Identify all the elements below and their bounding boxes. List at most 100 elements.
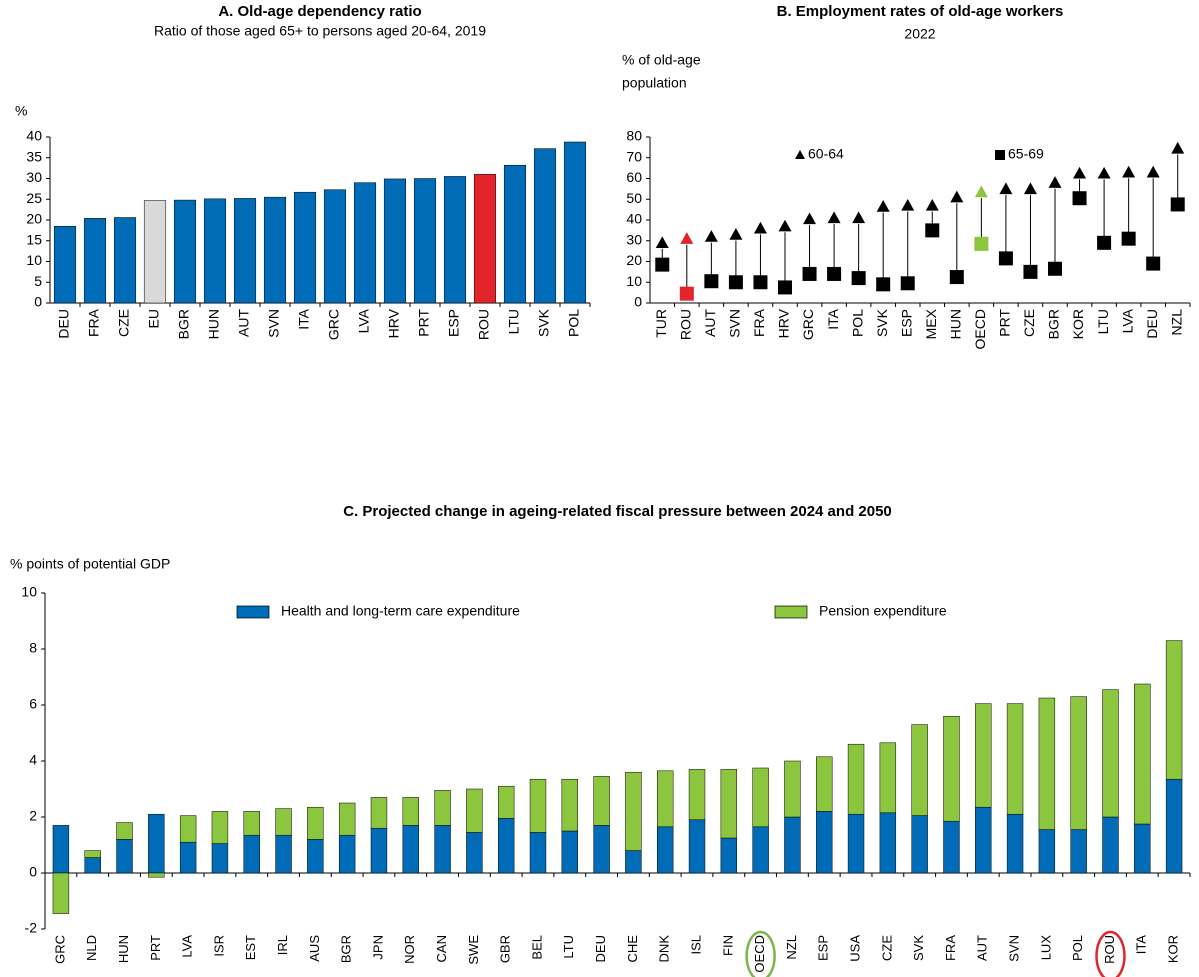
bar-segment xyxy=(593,776,610,826)
bar-segment xyxy=(1070,696,1087,830)
bar xyxy=(173,199,197,304)
bar-segment xyxy=(211,811,229,844)
x-tick-label: TUR xyxy=(653,309,669,338)
marker-square xyxy=(1072,191,1087,206)
x-tick-label: ISL xyxy=(688,935,703,955)
bar-segment xyxy=(1070,829,1087,874)
x-tick-label: ISR xyxy=(211,935,226,957)
x-tick-label: KOR xyxy=(1070,309,1086,339)
x-tick-label: CAN xyxy=(434,935,449,962)
marker-triangle xyxy=(974,185,988,198)
x-tick-label: POL xyxy=(1070,935,1085,961)
marker-triangle xyxy=(655,236,669,249)
chart-subtitle: 2022 xyxy=(904,26,935,42)
y-tick-label: 80 xyxy=(626,128,642,144)
bar-segment xyxy=(1134,823,1151,874)
bar-segment xyxy=(561,830,578,874)
y-tick-label: 25 xyxy=(26,190,42,206)
x-tick-label: AUT xyxy=(236,309,252,337)
marker-square xyxy=(1170,197,1185,212)
y-tick-label: -2 xyxy=(25,920,38,936)
bar-segment xyxy=(370,797,388,829)
x-tick-label: CZE xyxy=(879,935,894,961)
y-axis-label: % of old-age xyxy=(622,52,701,68)
bar-segment xyxy=(943,715,960,822)
marker-triangle xyxy=(1122,165,1136,178)
bar-segment xyxy=(847,813,865,874)
y-tick-label: 15 xyxy=(26,231,42,247)
y-tick-label: 60 xyxy=(626,169,642,185)
bar-segment xyxy=(1006,703,1024,815)
marker-triangle xyxy=(925,198,939,211)
bar-segment xyxy=(497,785,515,819)
bar-segment xyxy=(943,820,960,874)
x-tick-label: NOR xyxy=(402,935,417,964)
bar-segment xyxy=(434,790,451,826)
bar-segment xyxy=(975,703,992,808)
y-tick-label: 20 xyxy=(26,211,42,227)
y-tick-label: 8 xyxy=(29,640,37,656)
x-tick-label: DNK xyxy=(657,935,672,963)
bar-segment xyxy=(529,778,547,833)
y-tick-label: 40 xyxy=(626,211,642,227)
highlight-circle xyxy=(1095,930,1126,977)
x-tick-label: EST xyxy=(243,935,258,960)
marker-square xyxy=(728,275,743,290)
bar-segment xyxy=(84,857,101,874)
bar-segment xyxy=(752,767,769,828)
bar-segment xyxy=(116,822,133,840)
x-tick-label: GRC xyxy=(52,935,67,964)
x-tick-label: ITA xyxy=(1134,935,1149,955)
bar-segment xyxy=(1102,689,1119,818)
bar-segment xyxy=(529,832,547,874)
bar-segment xyxy=(275,808,292,836)
bar-segment xyxy=(816,756,833,812)
bar-segment xyxy=(402,797,419,826)
chart-title: B. Employment rates of old-age workers xyxy=(777,3,1064,20)
marker-square xyxy=(925,223,940,238)
x-tick-label: DEU xyxy=(56,309,72,339)
chart-title: A. Old-age dependency ratio xyxy=(218,3,421,20)
bar-segment xyxy=(243,834,260,874)
marker-square xyxy=(827,266,842,281)
y-tick-label: 0 xyxy=(29,864,37,880)
bar xyxy=(473,174,497,304)
x-tick-label: ESP xyxy=(816,935,831,961)
marker-triangle xyxy=(704,230,718,242)
marker-triangle xyxy=(803,212,817,225)
x-tick-label: HRV xyxy=(776,308,792,338)
x-tick-label: CZE xyxy=(116,309,132,337)
legend-label: 60-64 xyxy=(808,146,844,162)
bar-segment xyxy=(1038,697,1056,830)
x-tick-label: AUT xyxy=(702,309,718,337)
x-tick-label: ESP xyxy=(446,309,462,337)
y-axis-label: % xyxy=(15,103,27,119)
y-tick-label: 30 xyxy=(26,169,42,185)
bar-segment xyxy=(911,724,928,816)
x-tick-label: DEU xyxy=(1144,309,1160,339)
y-tick-label: 10 xyxy=(26,252,42,268)
x-tick-label: BGR xyxy=(339,935,354,963)
bar-segment xyxy=(784,816,801,874)
marker-square xyxy=(876,277,891,292)
legend-label: 65-69 xyxy=(1008,146,1044,162)
bar xyxy=(53,225,77,304)
x-tick-label: LVA xyxy=(1119,308,1135,333)
x-tick-label: FRA xyxy=(751,308,767,337)
bar-segment xyxy=(307,806,324,840)
x-tick-label: BEL xyxy=(529,935,544,960)
legend-label: Health and long-term care expenditure xyxy=(281,603,520,619)
marker-triangle xyxy=(729,228,743,240)
x-tick-label: CHE xyxy=(625,935,640,963)
legend-marker xyxy=(995,150,1005,160)
bar xyxy=(503,164,527,304)
x-tick-label: OECD xyxy=(972,309,988,349)
marker-square xyxy=(802,266,817,281)
bar-segment xyxy=(847,743,865,815)
bar xyxy=(293,191,317,304)
x-tick-label: OECD xyxy=(752,935,767,973)
x-tick-label: KOR xyxy=(1166,935,1181,963)
marker-square xyxy=(679,286,694,301)
marker-triangle xyxy=(753,221,767,234)
y-tick-label: 6 xyxy=(29,696,37,712)
